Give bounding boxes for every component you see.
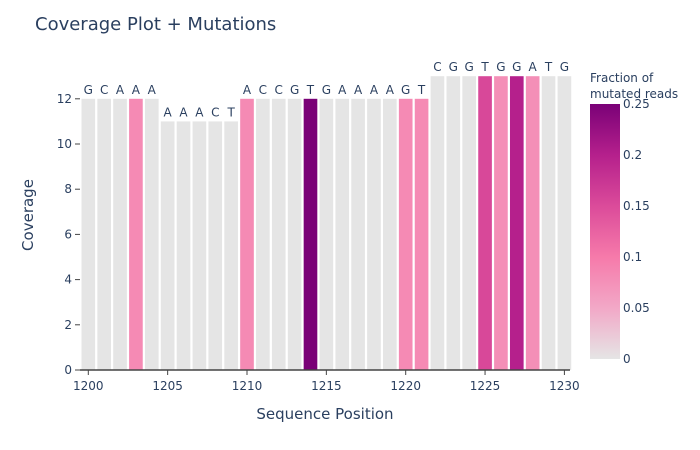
y-tick-label-4: 4 <box>64 273 72 287</box>
coverage-bar-1210 <box>240 98 254 371</box>
y-tick-label-0: 0 <box>64 363 72 377</box>
colorbar: Fraction of mutated reads 0 0.05 0.1 0.15 0.… <box>590 71 678 366</box>
base-label-1210: A <box>243 83 252 97</box>
coverage-bar-1228 <box>525 76 540 370</box>
coverage-bar-1224 <box>462 76 477 370</box>
coverage-bar-1216 <box>335 98 350 371</box>
coverage-bar-1229 <box>541 76 556 370</box>
y-tick-label-6: 6 <box>64 227 72 241</box>
coverage-bar-1208 <box>208 121 223 371</box>
coverage-bar-1204 <box>144 98 159 371</box>
coverage-bar-1202 <box>113 98 127 371</box>
base-label-1226: G <box>496 60 505 74</box>
coverage-bar-1219 <box>383 98 397 371</box>
coverage-bar-1213 <box>287 98 302 371</box>
base-label-1223: G <box>449 60 458 74</box>
colorbar-gradient <box>590 104 620 359</box>
base-label-1208: C <box>211 105 219 119</box>
base-labels-layer: G C A A AA A A C TA C C G T G A A A A G TC G G T G G A T G <box>84 60 569 119</box>
x-tick-label-1200: 1200 <box>73 379 104 393</box>
x-tick-label-1215: 1215 <box>311 379 342 393</box>
coverage-bar-1215 <box>319 98 334 371</box>
x-axis-title: Sequence Position <box>256 405 393 423</box>
base-label-1224: G <box>465 60 474 74</box>
axes-layer: 1200 1205 1210 1215 1220 1225 1230 0 2 4 6 8 10 12 <box>57 92 580 393</box>
base-label-1214: T <box>306 83 315 97</box>
x-tick-label-1220: 1220 <box>390 379 421 393</box>
bars-layer <box>81 76 572 371</box>
base-label-1221: T <box>417 83 426 97</box>
base-label-1206: A <box>179 105 188 119</box>
base-label-1212: C <box>275 83 283 97</box>
coverage-bar-1205 <box>160 121 175 371</box>
coverage-bar-1206 <box>176 121 191 371</box>
x-tick-label-1210: 1210 <box>232 379 263 393</box>
base-label-1227: G <box>512 60 521 74</box>
coverage-bar-1221 <box>414 98 429 371</box>
coverage-bar-1211 <box>256 98 270 371</box>
coverage-bar-1218 <box>367 98 381 371</box>
coverage-bar-1223 <box>446 76 461 370</box>
base-label-1201: C <box>100 83 108 97</box>
coverage-bar-1201 <box>97 98 111 371</box>
base-label-1211: C <box>259 83 267 97</box>
y-tick-label-2: 2 <box>64 318 72 332</box>
coverage-bar-1225 <box>478 76 492 370</box>
base-label-1216: A <box>338 83 347 97</box>
colorbar-title-line-1: Fraction of <box>590 71 654 85</box>
coverage-bar-1230 <box>557 76 572 370</box>
base-label-1220: G <box>401 83 410 97</box>
colorbar-tick-label-0: 0 <box>623 352 631 366</box>
base-label-1209: T <box>226 105 235 119</box>
x-tick-label-1225: 1225 <box>470 379 501 393</box>
base-label-1215: G <box>322 83 331 97</box>
colorbar-tick-label-5: 0.25 <box>623 97 650 111</box>
coverage-bar-1212 <box>271 98 286 371</box>
base-label-1222: C <box>433 60 441 74</box>
coverage-bar-1227 <box>509 76 524 370</box>
base-label-1213: G <box>290 83 299 97</box>
coverage-bar-1207 <box>192 121 207 371</box>
base-label-1207: A <box>195 105 204 119</box>
base-label-1219: A <box>386 83 395 97</box>
colorbar-title-line-2: mutated reads <box>590 87 678 101</box>
base-label-1218: A <box>370 83 379 97</box>
base-label-1202: A <box>116 83 125 97</box>
coverage-bar-1220 <box>398 98 413 371</box>
x-tick-label-1230: 1230 <box>549 379 580 393</box>
base-label-1225: T <box>480 60 489 74</box>
coverage-bar-1217 <box>351 98 365 371</box>
colorbar-tick-label-4: 0.2 <box>623 148 642 162</box>
y-axis-title: Coverage <box>19 179 37 251</box>
base-label-1204: A <box>148 83 157 97</box>
coverage-bar-1203 <box>129 98 143 371</box>
coverage-bar-1222 <box>430 76 445 370</box>
coverage-bar-1200 <box>81 98 96 371</box>
y-tick-label-8: 8 <box>64 182 72 196</box>
base-label-1228: A <box>529 60 538 74</box>
colorbar-tick-label-3: 0.15 <box>623 199 650 213</box>
chart-title: Coverage Plot + Mutations <box>35 14 276 35</box>
coverage-bar-1214 <box>303 98 318 371</box>
base-label-1217: A <box>354 83 363 97</box>
base-label-1203: A <box>132 83 141 97</box>
coverage-bar-1209 <box>224 121 238 371</box>
base-label-1205: A <box>164 105 173 119</box>
y-tick-label-12: 12 <box>57 92 72 106</box>
colorbar-tick-label-2: 0.1 <box>623 250 642 264</box>
base-label-1229: T <box>544 60 553 74</box>
colorbar-tick-label-1: 0.05 <box>623 301 650 315</box>
x-tick-label-1205: 1205 <box>152 379 183 393</box>
base-label-1200: G <box>84 83 93 97</box>
base-label-1230: G <box>560 60 569 74</box>
y-tick-label-10: 10 <box>57 137 72 151</box>
coverage-bar-1226 <box>494 76 508 370</box>
